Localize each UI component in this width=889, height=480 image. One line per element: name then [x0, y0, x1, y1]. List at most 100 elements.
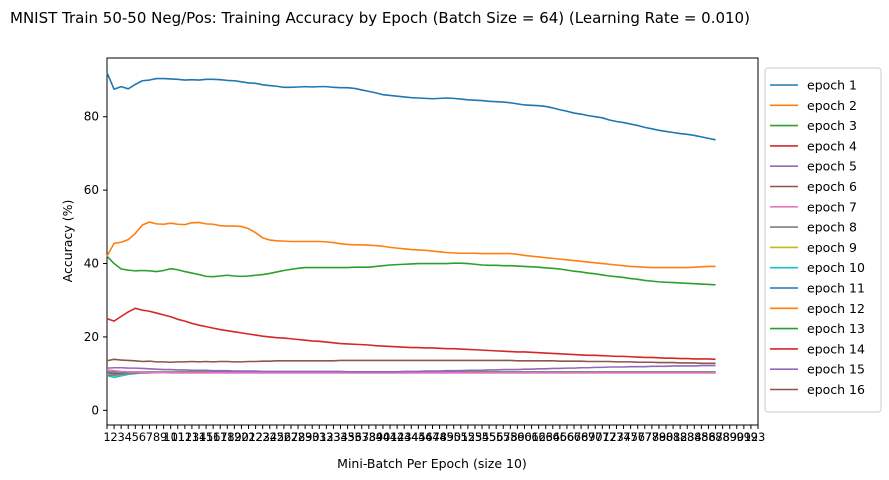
x-tick-label: 30	[305, 430, 320, 444]
x-tick-label: 21	[241, 430, 256, 444]
x-tick-label: 16	[206, 430, 221, 444]
x-tick-label: 91	[737, 430, 752, 444]
legend: epoch 1 epoch 2 epoch 3 epoch 4 epoch 5 epoch…	[764, 67, 882, 413]
x-tick-label: 10	[163, 430, 178, 444]
x-tick-label: 35	[340, 430, 355, 444]
x-tick-label: 82	[673, 430, 688, 444]
series-line-epoch-2	[106, 221, 716, 269]
y-tick-label: 40	[84, 257, 99, 271]
x-tick-label: 26	[277, 430, 292, 444]
x-tick-label: 87	[708, 430, 723, 444]
legend-label: epoch 12	[807, 301, 865, 316]
x-tick-label: 51	[453, 430, 468, 444]
x-tick-label: 71	[595, 430, 610, 444]
series-line-epoch-1	[106, 72, 716, 141]
x-tick-label: 75	[623, 430, 638, 444]
x-tick-label: 93	[751, 430, 766, 444]
x-tick-label: 40	[376, 430, 391, 444]
x-tick-label: 84	[687, 430, 702, 444]
x-tick-label: 55	[482, 430, 497, 444]
legend-label: epoch 3	[807, 118, 857, 133]
x-tick-label: 56	[489, 430, 504, 444]
x-tick-label: 72	[602, 430, 617, 444]
x-axis-label: Mini-Batch Per Epoch (size 10)	[337, 456, 527, 471]
x-tick-label: 8	[153, 430, 160, 444]
x-tick-label: 70	[588, 430, 603, 444]
x-tick-label: 22	[248, 430, 263, 444]
x-tick-label: 83	[680, 430, 695, 444]
x-tick-label: 67	[567, 430, 582, 444]
legend-box	[764, 67, 882, 413]
y-axis: 0 20 40 60 80	[84, 110, 107, 417]
series-line-epoch-6	[106, 358, 716, 365]
x-tick-label: 53	[468, 430, 483, 444]
x-tick-label: 68	[574, 430, 589, 444]
legend-label: epoch 1	[807, 78, 857, 93]
x-tick-label: 4	[125, 430, 132, 444]
x-tick-label: 78	[645, 430, 660, 444]
x-tick-label: 90	[729, 430, 744, 444]
x-tick-label: 88	[715, 430, 730, 444]
x-tick-label: 5	[132, 430, 139, 444]
x-tick-label: 1	[103, 430, 110, 444]
x-axis: 1 2 3 4 5 6 7 8 91011121314151617181920212223242…	[103, 425, 765, 444]
series-line-epoch-5	[106, 364, 716, 373]
x-tick-label: 64	[545, 430, 560, 444]
x-tick-label: 47	[425, 430, 440, 444]
x-tick-label: 48	[432, 430, 447, 444]
legend-label: epoch 14	[807, 341, 865, 356]
x-tick-label: 39	[369, 430, 384, 444]
x-tick-label: 32	[319, 430, 334, 444]
legend-label: epoch 16	[807, 382, 865, 397]
x-tick-label: 18	[220, 430, 235, 444]
x-tick-label: 7	[146, 430, 153, 444]
x-tick-label: 14	[192, 430, 207, 444]
legend-label: epoch 8	[807, 220, 857, 235]
x-tick-label: 29	[298, 430, 313, 444]
x-tick-label: 86	[701, 430, 716, 444]
x-tick-label: 85	[694, 430, 709, 444]
x-tick-label: 73	[609, 430, 624, 444]
legend-label: epoch 11	[807, 281, 865, 296]
x-tick-label: 59	[510, 430, 525, 444]
x-tick-label: 12	[178, 430, 193, 444]
x-tick-label: 80	[659, 430, 674, 444]
legend-label: epoch 9	[807, 240, 857, 255]
x-tick-label: 76	[630, 430, 645, 444]
x-tick-label: 92	[744, 430, 759, 444]
series-line-epoch-4	[106, 307, 716, 361]
x-tick-label: 13	[185, 430, 200, 444]
x-tick-label: 69	[581, 430, 596, 444]
x-tick-label: 49	[439, 430, 454, 444]
x-tick-label: 25	[270, 430, 285, 444]
chart-title: MNIST Train 50-50 Neg/Pos: Training Accu…	[10, 9, 750, 27]
x-tick-label: 19	[227, 430, 242, 444]
legend-label: epoch 15	[807, 362, 865, 377]
legend-label: epoch 2	[807, 98, 857, 113]
x-tick-label: 17	[213, 430, 228, 444]
legend-label: epoch 6	[807, 179, 857, 194]
x-tick-label: 50	[446, 430, 461, 444]
x-tick-label: 38	[361, 430, 376, 444]
x-tick-label: 52	[461, 430, 476, 444]
x-tick-label: 57	[496, 430, 511, 444]
x-tick-label: 66	[560, 430, 575, 444]
x-tick-label: 24	[262, 430, 277, 444]
x-tick-label: 79	[652, 430, 667, 444]
x-tick-label: 41	[383, 430, 398, 444]
x-tick-label: 43	[397, 430, 412, 444]
x-tick-label: 62	[531, 430, 546, 444]
x-tick-label: 9	[160, 430, 167, 444]
y-tick-label: 80	[84, 110, 99, 124]
x-tick-label: 89	[722, 430, 737, 444]
x-tick-label: 15	[199, 430, 214, 444]
x-tick-label: 46	[418, 430, 433, 444]
y-tick-label: 0	[91, 403, 99, 417]
x-tick-label: 45	[411, 430, 426, 444]
x-tick-label: 34	[333, 430, 348, 444]
x-tick-label: 65	[553, 430, 568, 444]
x-tick-label: 36	[347, 430, 362, 444]
x-tick-label: 3	[117, 430, 124, 444]
series-line-epoch-7	[106, 369, 716, 374]
